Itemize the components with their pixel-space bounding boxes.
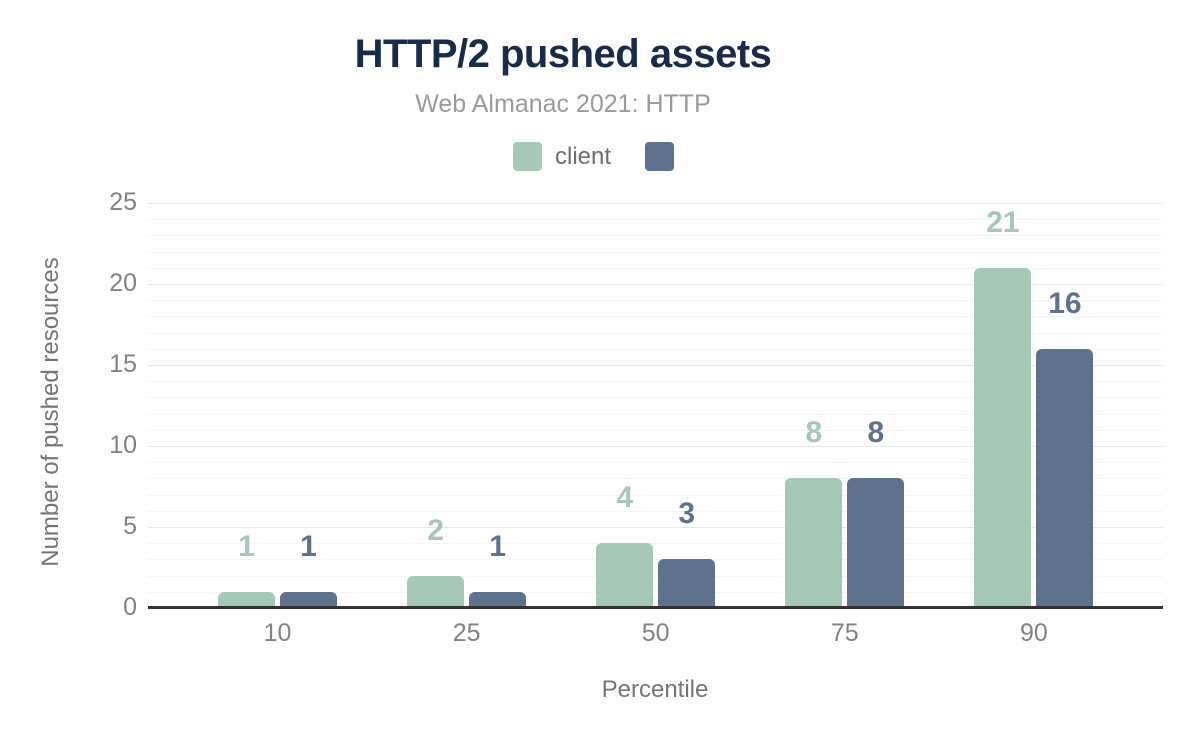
legend-swatch-unlabeled — [645, 142, 675, 171]
gridline-y18 — [148, 316, 1163, 318]
gridline-y15 — [148, 365, 1163, 366]
gridline-y17 — [148, 332, 1163, 334]
gridline-y9 — [148, 462, 1163, 464]
y-tick-20: 20 — [109, 269, 137, 297]
bar-client-p50 — [596, 543, 654, 608]
y-tick-0: 0 — [123, 593, 137, 621]
legend-swatch-client — [512, 142, 542, 171]
gridline-y19 — [148, 300, 1163, 302]
gridline-y14 — [148, 381, 1163, 383]
x-tick-90: 90 — [1019, 619, 1048, 647]
plot-area: 1 1 2 1 4 3 8 8 21 16 — [148, 203, 1163, 609]
gridline-y6 — [148, 510, 1163, 512]
gridline-y20 — [148, 284, 1163, 285]
bar-value-label-series2-p10: 1 — [300, 529, 317, 563]
bar-client-p10 — [218, 591, 275, 608]
gridline-y2 — [148, 575, 1163, 577]
bar-series2-p90 — [1036, 348, 1094, 608]
bar-client-p90 — [974, 267, 1032, 608]
gridline-y12 — [148, 413, 1163, 415]
bar-value-label-client-p25: 2 — [427, 513, 444, 547]
x-tick-10: 10 — [263, 619, 292, 647]
gridline-y4 — [148, 543, 1163, 545]
bar-value-label-series2-p50: 3 — [678, 497, 696, 531]
bar-series2-p75 — [847, 478, 905, 608]
gridline-y23 — [148, 235, 1163, 237]
legend-item-unlabeled — [645, 142, 687, 171]
chart-legend: client — [0, 142, 1200, 171]
x-tick-75: 75 — [830, 619, 859, 647]
bar-series2-p25 — [469, 591, 527, 608]
chart-title: HTTP/2 pushed assets — [354, 32, 772, 76]
bar-value-label-client-p50: 4 — [616, 481, 634, 515]
bar-value-label-series2-p25: 1 — [489, 529, 506, 563]
legend-label-client: client — [554, 142, 612, 170]
y-tick-5: 5 — [123, 512, 137, 540]
bar-series2-p10 — [280, 591, 337, 608]
gridline-y16 — [148, 348, 1163, 350]
y-tick-15: 15 — [109, 350, 137, 378]
gridline-y7 — [148, 494, 1163, 496]
bar-client-p25 — [407, 575, 465, 608]
x-tick-25: 25 — [452, 619, 481, 647]
y-tick-25: 25 — [109, 188, 137, 216]
y-tick-10: 10 — [109, 431, 137, 459]
x-tick-50: 50 — [641, 619, 670, 647]
gridline-y13 — [148, 397, 1163, 399]
gridline-y11 — [148, 429, 1163, 431]
x-axis-title: Percentile — [601, 676, 709, 703]
gridline-y10 — [148, 446, 1163, 447]
gridline-y21 — [148, 267, 1163, 269]
bar-value-label-series2-p75: 8 — [867, 416, 885, 450]
bar-series2-p50 — [658, 559, 716, 608]
gridline-y25 — [148, 203, 1163, 204]
x-axis-line — [148, 606, 1163, 609]
gridline-y3 — [148, 559, 1163, 561]
chart-subtitle: Web Almanac 2021: HTTP — [415, 90, 711, 118]
gridline-y1 — [148, 591, 1163, 593]
gridline-y5 — [148, 527, 1163, 528]
gridline-y8 — [148, 478, 1163, 480]
bar-value-label-client-p90: 21 — [986, 205, 1020, 239]
gridline-y22 — [148, 251, 1163, 253]
bar-value-label-client-p10: 1 — [238, 529, 255, 563]
legend-item-client: client — [512, 142, 612, 171]
bar-value-label-series2-p90: 16 — [1048, 286, 1082, 320]
bar-value-label-client-p75: 8 — [805, 416, 823, 450]
bar-client-p75 — [785, 478, 843, 608]
gridline-y24 — [148, 219, 1163, 221]
